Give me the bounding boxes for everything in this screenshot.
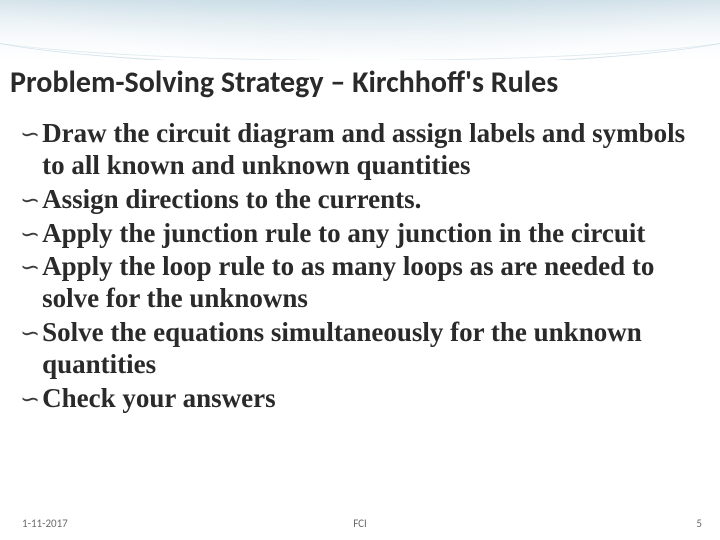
list-item: ∽ Draw the circuit diagram and assign la… — [20, 118, 696, 182]
bullet-list: ∽ Draw the circuit diagram and assign la… — [20, 118, 696, 417]
footer-center: FCI — [0, 517, 720, 530]
bullet-text: Apply the loop rule to as many loops as … — [42, 251, 696, 315]
bullet-text: Assign directions to the currents. — [42, 184, 696, 216]
bullet-icon: ∽ — [20, 253, 40, 282]
footer-date: 1-11-2017 — [22, 517, 68, 530]
list-item: ∽ Solve the equations simultaneously for… — [20, 317, 696, 381]
bullet-icon: ∽ — [20, 120, 40, 149]
footer-page-number: 5 — [696, 517, 702, 530]
bullet-text: Solve the equations simultaneously for t… — [42, 317, 696, 381]
bullet-text: Draw the circuit diagram and assign labe… — [42, 118, 696, 182]
bullet-icon: ∽ — [20, 319, 40, 348]
list-item: ∽ Apply the loop rule to as many loops a… — [20, 251, 696, 315]
list-item: ∽ Check your answers — [20, 383, 696, 415]
bullet-icon: ∽ — [20, 220, 40, 249]
slide-title: Problem-Solving Strategy – Kirchhoff's R… — [10, 64, 710, 101]
top-swoosh-decoration — [0, 0, 720, 60]
list-item: ∽ Assign directions to the currents. — [20, 184, 696, 216]
bullet-icon: ∽ — [20, 186, 40, 215]
bullet-text: Apply the junction rule to any junction … — [42, 218, 696, 250]
bullet-text: Check your answers — [42, 383, 696, 415]
bullet-icon: ∽ — [20, 385, 40, 414]
slide: Problem-Solving Strategy – Kirchhoff's R… — [0, 0, 720, 540]
list-item: ∽ Apply the junction rule to any junctio… — [20, 218, 696, 250]
